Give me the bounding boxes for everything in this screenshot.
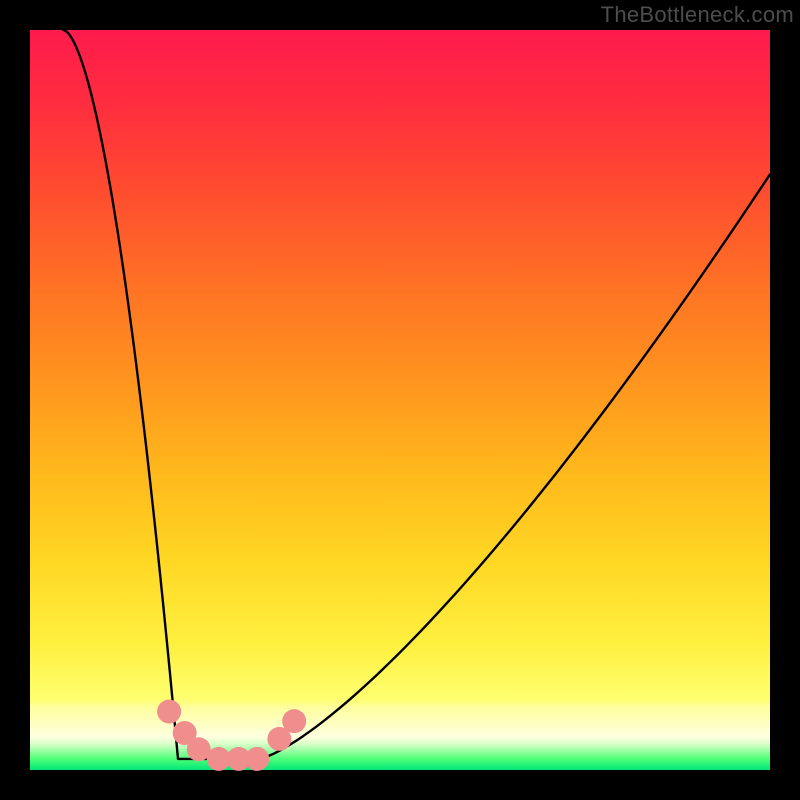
chart-root: TheBottleneck.com (0, 0, 800, 800)
data-marker (245, 747, 269, 771)
data-marker (157, 700, 181, 724)
chart-svg (0, 0, 800, 800)
data-marker (282, 709, 306, 733)
watermark-text: TheBottleneck.com (601, 2, 794, 28)
